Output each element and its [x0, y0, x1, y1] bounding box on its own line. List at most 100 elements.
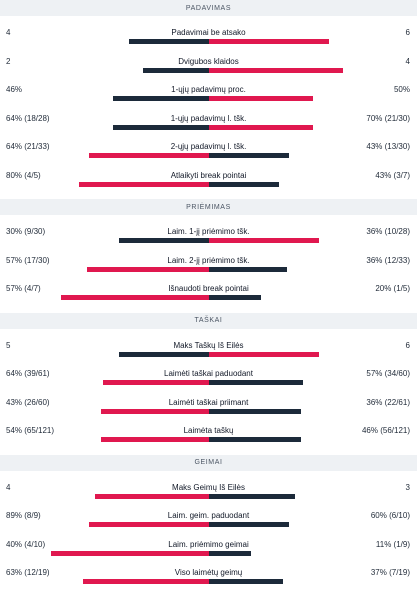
stat-left-value: 40% (4/10): [6, 539, 46, 549]
stat-right-value: 43% (3/7): [375, 170, 410, 180]
stat-label: Maks Geimų Iš Eilės: [172, 482, 245, 492]
stat-bar-right: [209, 181, 279, 187]
stat-row: 63% (12/19) Viso laimėtų geimų 37% (7/19): [0, 562, 417, 591]
stat-right-value: 43% (13/30): [366, 142, 410, 151]
stat-row: 54% (65/121) Laimėta taškų 46% (56/121): [0, 420, 417, 449]
stat-bar-left: [95, 493, 209, 499]
stat-bar-left: [79, 181, 209, 187]
stat-left-value: 5: [6, 340, 11, 350]
stat-left-value: 64% (21/33): [6, 142, 50, 151]
stat-bar-left: [89, 153, 209, 158]
stats-section: TAŠKAI 5 Maks Taškų Iš Eilės 6 64% (39/61) La…: [0, 312, 417, 455]
stat-bar-left: [83, 579, 209, 584]
stats-section: GEIMAI 4 Maks Geimų Iš Eilės 3 89% (8/9) Laim…: [0, 454, 417, 597]
stat-right-value: 3: [405, 482, 410, 492]
stat-label: 2-ųjų padavimų l. tšk.: [170, 142, 247, 151]
stat-right-value: 20% (1/5): [375, 284, 410, 293]
stat-row: 46% 1-ųjų padavimų proc. 50%: [0, 79, 417, 108]
stat-label: Laim. geim. paduodant: [167, 511, 250, 520]
stat-bar-right: [209, 437, 301, 442]
stat-label: Atlaikyti break pointai: [170, 170, 247, 180]
stat-left-value: 57% (17/30): [6, 255, 50, 265]
stat-left-value: 89% (8/9): [6, 511, 41, 520]
stat-bar-left: [87, 266, 209, 272]
stat-left-value: 64% (18/28): [6, 113, 50, 123]
stat-row: 4 Maks Geimų Iš Eilės 3: [0, 477, 417, 506]
stat-right-value: 60% (6/10): [370, 511, 410, 520]
stat-left-value: 4: [6, 482, 11, 492]
stat-right-value: 36% (10/28): [366, 227, 410, 236]
stat-label: Viso laimėtų geimų: [174, 568, 243, 577]
stat-left-value: 63% (12/19): [6, 568, 50, 577]
stat-bar-left: [89, 522, 209, 527]
stat-label: Dvigubos klaidos: [178, 56, 239, 66]
stat-bar-left: [143, 67, 209, 73]
stat-label: Laimėta taškų: [183, 426, 234, 435]
stat-left-value: 80% (4/5): [6, 170, 41, 180]
stat-bar-right: [209, 153, 289, 158]
stat-bar-right: [209, 124, 313, 130]
stat-bar-left: [119, 351, 209, 357]
stat-left-value: 30% (9/30): [6, 227, 46, 236]
stat-bar-left: [101, 408, 209, 414]
stat-left-value: 64% (39/61): [6, 369, 50, 378]
stat-label: Laim. priėmimo geimai: [168, 539, 249, 549]
stat-label: 1-ųjų padavimų proc.: [171, 85, 246, 94]
stat-label: Laimėti taškai priimant: [168, 397, 249, 407]
stat-row: 4 Padavimai be atsako 6: [0, 22, 417, 51]
stat-left-value: 54% (65/121): [6, 426, 55, 435]
stat-right-value: 57% (34/60): [366, 369, 410, 378]
stat-right-value: 4: [405, 56, 410, 66]
stat-bar-right: [209, 67, 343, 73]
stat-row: 57% (4/7) Išnaudoti break pointai 20% (1/5…: [0, 278, 417, 307]
stat-right-value: 37% (7/19): [370, 568, 410, 577]
stat-right-value: 11% (1/9): [375, 539, 410, 549]
stat-label: Padavimai be atsako: [171, 28, 246, 37]
stat-row: 64% (39/61) Laimėti taškai paduodant 57% (…: [0, 363, 417, 392]
stat-bar-right: [209, 295, 261, 300]
stat-bar-right: [209, 266, 287, 272]
stat-right-value: 6: [405, 28, 410, 37]
stat-bar-right: [209, 380, 303, 385]
stat-label: Laimėti taškai paduodant: [164, 369, 253, 378]
stat-bar-right: [209, 579, 283, 584]
stat-row: 5 Maks Taškų Iš Eilės 6: [0, 335, 417, 364]
section-header: PRIĖMIMAS: [0, 199, 417, 215]
stat-bar-left: [51, 550, 209, 556]
section-header: PADAVIMAS: [0, 0, 417, 16]
stat-bar-left: [101, 437, 209, 442]
stat-left-value: 2: [6, 56, 11, 66]
stat-row: 30% (9/30) Laim. 1-jį priėmimo tšk. 36% (1…: [0, 221, 417, 250]
stat-bar-left: [61, 295, 209, 300]
section-header: TAŠKAI: [0, 312, 417, 329]
stat-row: 64% (18/28) 1-ųjų padavimų l. tšk. 70% (21…: [0, 108, 417, 137]
stat-row: 2 Dvigubos klaidos 4: [0, 51, 417, 80]
stat-bar-left: [113, 96, 209, 101]
stat-bar-right: [209, 550, 251, 556]
stat-bar-left: [103, 380, 209, 385]
stat-bar-right: [209, 522, 289, 527]
stat-row: 43% (26/60) Laimėti taškai priimant 36% (2…: [0, 392, 417, 421]
stats-section: PRIĖMIMAS 30% (9/30) Laim. 1-jį priėmimo t…: [0, 199, 417, 313]
stats-section: PADAVIMAS 4 Padavimai be atsako 6 2 Dvigubos …: [0, 0, 417, 199]
stat-row: 89% (8/9) Laim. geim. paduodant 60% (6/10): [0, 505, 417, 534]
stat-right-value: 6: [405, 340, 410, 350]
stat-bar-left: [119, 238, 209, 243]
stat-right-value: 46% (56/121): [361, 426, 410, 435]
stat-right-value: 70% (21/30): [366, 113, 410, 123]
stat-right-value: 36% (22/61): [366, 397, 410, 407]
stat-left-value: 4: [6, 28, 11, 37]
stat-bar-left: [129, 39, 209, 44]
stat-label: 1-ųjų padavimų l. tšk.: [170, 113, 247, 123]
stat-bar-right: [209, 238, 319, 243]
stat-bar-right: [209, 493, 295, 499]
stat-row: 57% (17/30) Laim. 2-jį priėmimo tšk. 36% (…: [0, 250, 417, 279]
stat-row: 40% (4/10) Laim. priėmimo geimai 11% (1/9): [0, 534, 417, 563]
section-gap: [0, 591, 417, 597]
stat-left-value: 57% (4/7): [6, 284, 41, 293]
stat-right-value: 50%: [393, 85, 410, 94]
stat-bar-right: [209, 96, 313, 101]
stat-bar-right: [209, 39, 329, 44]
stat-right-value: 36% (12/33): [366, 255, 410, 265]
